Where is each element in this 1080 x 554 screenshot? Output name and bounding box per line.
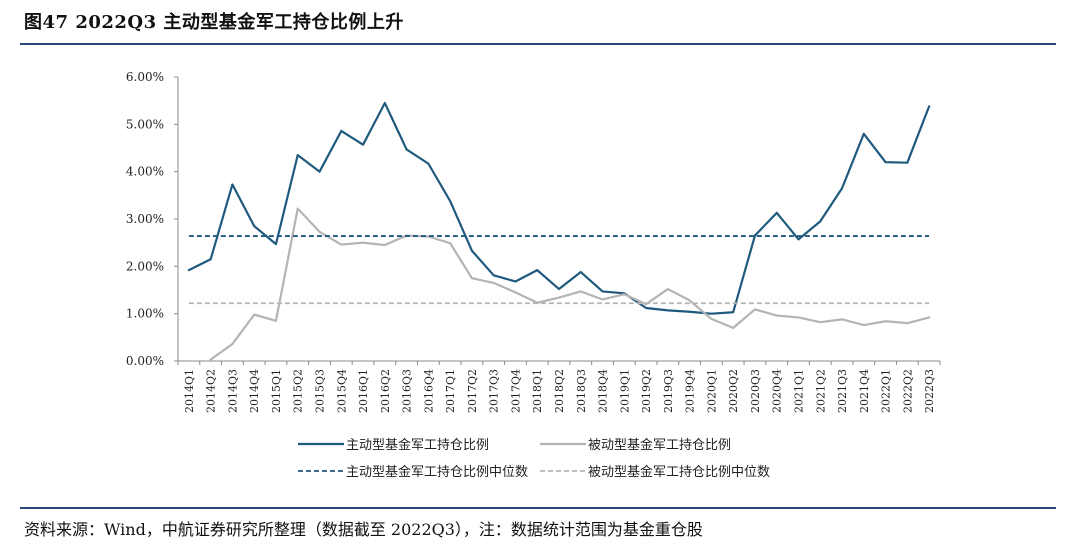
x-tick-label: 2019Q3	[662, 369, 675, 413]
legend-label: 被动型基金军工持仓比例中位数	[588, 464, 770, 480]
x-tick-label: 2020Q1	[705, 369, 718, 413]
x-tick-label: 2014Q2	[205, 369, 218, 413]
x-tick-label: 2022Q2	[901, 369, 914, 413]
x-tick-label: 2014Q3	[226, 369, 239, 413]
x-tick-label: 2018Q4	[597, 369, 610, 413]
x-tick-label: 2017Q2	[466, 369, 479, 413]
bottom-divider	[20, 507, 1056, 509]
x-tick-label: 2015Q3	[314, 369, 327, 413]
active-share-line	[187, 101, 931, 315]
x-tick-label: 2015Q2	[292, 369, 305, 413]
x-tick-label: 2022Q3	[923, 369, 936, 413]
source-note: 资料来源：Wind，中航证券研究所整理（数据截至 2022Q3），注：数据统计范…	[24, 520, 703, 539]
legend-label: 主动型基金军工持仓比例	[346, 437, 489, 453]
x-tick-label: 2018Q3	[575, 369, 588, 413]
x-tick-label: 2019Q4	[684, 369, 697, 413]
x-tick-label: 2018Q1	[531, 369, 544, 413]
x-tick-label: 2021Q4	[858, 369, 871, 413]
y-tick-label: 4.00%	[126, 165, 164, 179]
x-tick-label: 2016Q4	[422, 369, 435, 413]
top-divider	[20, 43, 1056, 45]
x-tick-label: 2021Q2	[814, 369, 827, 413]
x-tick-label: 2019Q1	[618, 369, 631, 413]
y-tick-label: 2.00%	[126, 259, 164, 273]
x-tick-label: 2018Q2	[553, 369, 566, 413]
figure-title: 图47 2022Q3 主动型基金军工持仓比例上升	[24, 12, 404, 33]
legend-label: 主动型基金军工持仓比例中位数	[346, 464, 528, 480]
x-tick-label: 2019Q2	[640, 369, 653, 413]
y-tick-label: 1.00%	[126, 307, 164, 321]
y-tick-label: 0.00%	[126, 354, 164, 368]
y-tick-label: 6.00%	[126, 70, 164, 84]
y-tick-label: 3.00%	[126, 212, 164, 226]
x-tick-label: 2017Q1	[444, 369, 457, 413]
x-tick-label: 2022Q1	[880, 369, 893, 413]
legend-label: 被动型基金军工持仓比例	[588, 437, 731, 453]
line-chart: 0.00% 1.00% 2.00% 3.00% 4.00% 5.00% 6.00% 2014…	[126, 70, 941, 480]
chart-axes	[174, 76, 941, 365]
x-tick-label: 2014Q4	[248, 369, 261, 413]
y-tick-label: 5.00%	[126, 117, 164, 131]
x-tick-label: 2020Q3	[749, 369, 762, 413]
x-tick-label: 2016Q1	[357, 369, 370, 413]
passive-share-line	[209, 207, 931, 361]
x-tick-label: 2015Q1	[270, 369, 283, 413]
x-tick-label: 2014Q1	[183, 369, 196, 413]
x-tick-label: 2016Q3	[401, 369, 414, 413]
y-axis-tick-labels: 0.00% 1.00% 2.00% 3.00% 4.00% 5.00% 6.00%	[126, 70, 164, 368]
x-tick-label: 2015Q4	[335, 369, 348, 413]
x-axis-tick-labels: 2014Q1 2014Q2 2014Q3 2014Q4 2015Q1 2015Q2 2015…	[183, 369, 936, 413]
chart-series	[187, 101, 931, 361]
x-tick-label: 2017Q3	[488, 369, 501, 413]
x-tick-label: 2021Q1	[792, 369, 805, 413]
x-tick-label: 2020Q4	[771, 369, 784, 413]
x-tick-label: 2020Q2	[727, 369, 740, 413]
x-tick-label: 2017Q4	[509, 369, 522, 413]
x-tick-label: 2021Q3	[836, 369, 849, 413]
x-tick-label: 2016Q2	[379, 369, 392, 413]
